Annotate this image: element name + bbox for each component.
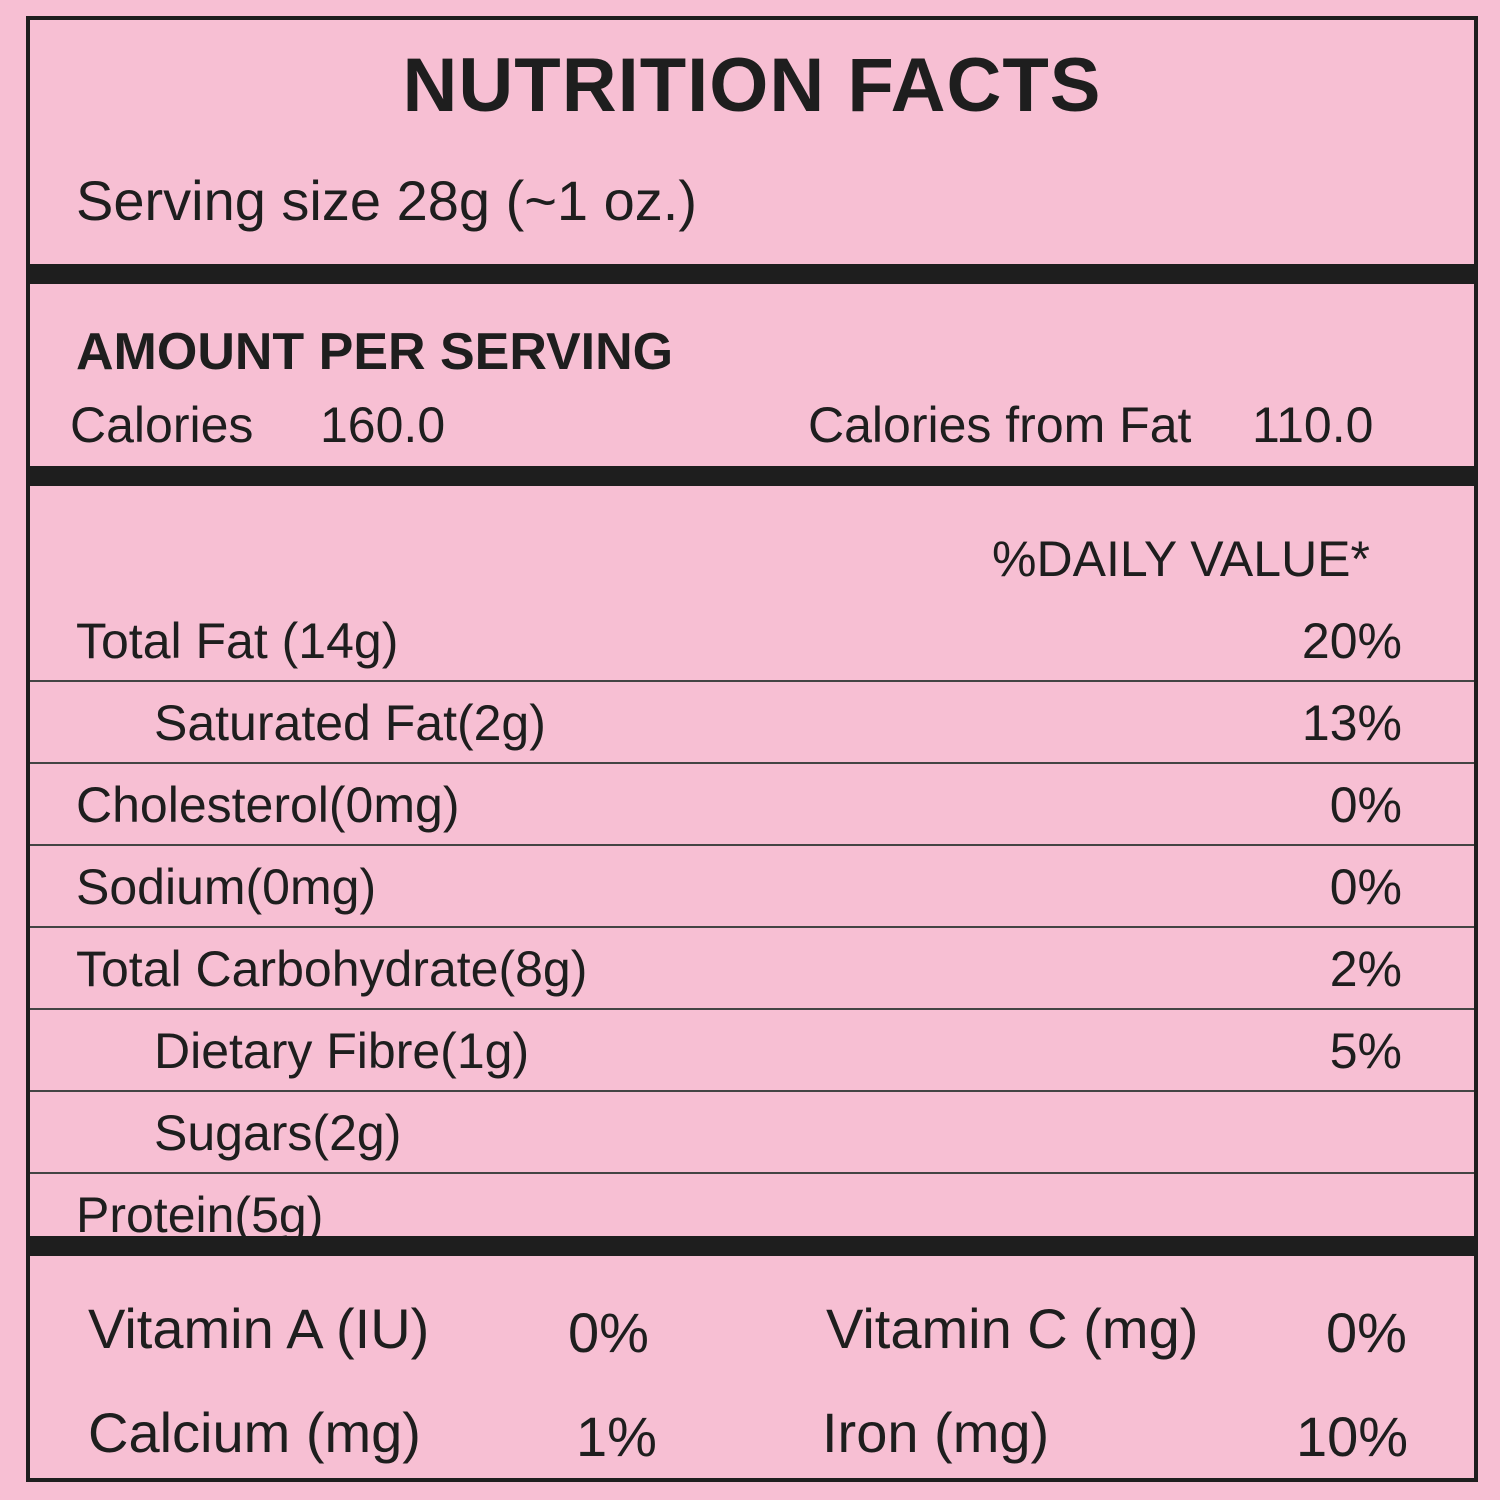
nutrient-row: Protein(5g) bbox=[30, 1174, 1474, 1246]
nutrient-name: Total Carbohydrate(8g) bbox=[76, 941, 588, 997]
calories-from-fat-label: Calories from Fat bbox=[808, 397, 1192, 453]
amount-per-serving-heading: AMOUNT PER SERVING bbox=[76, 323, 674, 381]
calcium-label: Calcium (mg) bbox=[88, 1401, 421, 1464]
nutrition-label: NUTRITION FACTS Serving size 28g (~1 oz.… bbox=[26, 16, 1478, 1482]
nutrient-row: Cholesterol(0mg) 0% bbox=[30, 764, 1474, 846]
nutrient-name: Sodium(0mg) bbox=[76, 859, 377, 915]
nutrient-daily-value: 0% bbox=[1329, 777, 1402, 833]
thick-divider bbox=[30, 1236, 1474, 1256]
nutrient-list: Total Fat (14g) 20% Saturated Fat(2g) 13… bbox=[30, 600, 1474, 1246]
calories-label: Calories bbox=[70, 397, 254, 453]
nutrient-row: Sodium(0mg) 0% bbox=[30, 846, 1474, 928]
nutrient-row: Total Carbohydrate(8g) 2% bbox=[30, 928, 1474, 1010]
thick-divider bbox=[30, 466, 1474, 486]
label-title: NUTRITION FACTS bbox=[402, 43, 1102, 128]
vitamin-c-label: Vitamin C (mg) bbox=[826, 1297, 1199, 1360]
thick-divider bbox=[30, 264, 1474, 284]
vitamin-a-value: 0% bbox=[568, 1301, 649, 1364]
calories-value: 160.0 bbox=[320, 397, 446, 453]
vitamin-c-value: 0% bbox=[1326, 1301, 1407, 1364]
nutrient-row: Dietary Fibre(1g) 5% bbox=[30, 1010, 1474, 1092]
iron-label: Iron (mg) bbox=[822, 1401, 1050, 1464]
nutrient-daily-value: 13% bbox=[1301, 695, 1402, 751]
nutrient-name: Dietary Fibre(1g) bbox=[154, 1023, 530, 1079]
nutrient-name: Cholesterol(0mg) bbox=[76, 777, 460, 833]
nutrient-name: Saturated Fat(2g) bbox=[154, 695, 546, 751]
nutrient-name: Sugars(2g) bbox=[154, 1105, 402, 1161]
nutrient-daily-value: 20% bbox=[1301, 613, 1402, 669]
nutrient-daily-value: 2% bbox=[1329, 941, 1402, 997]
nutrient-daily-value: 5% bbox=[1329, 1023, 1402, 1079]
nutrient-row: Total Fat (14g) 20% bbox=[30, 600, 1474, 682]
calcium-value: 1% bbox=[576, 1405, 657, 1468]
nutrient-row: Sugars(2g) bbox=[30, 1092, 1474, 1174]
nutrient-row: Saturated Fat(2g) 13% bbox=[30, 682, 1474, 764]
nutrient-name: Protein(5g) bbox=[76, 1187, 324, 1243]
nutrient-name: Total Fat (14g) bbox=[76, 613, 399, 669]
calories-from-fat-value: 110.0 bbox=[1252, 397, 1374, 453]
vitamin-a-label: Vitamin A (IU) bbox=[88, 1297, 430, 1360]
nutrient-daily-value: 0% bbox=[1329, 859, 1402, 915]
daily-value-header: %DAILY VALUE* bbox=[992, 531, 1370, 587]
iron-value: 10% bbox=[1296, 1405, 1409, 1468]
serving-size: Serving size 28g (~1 oz.) bbox=[76, 169, 697, 232]
